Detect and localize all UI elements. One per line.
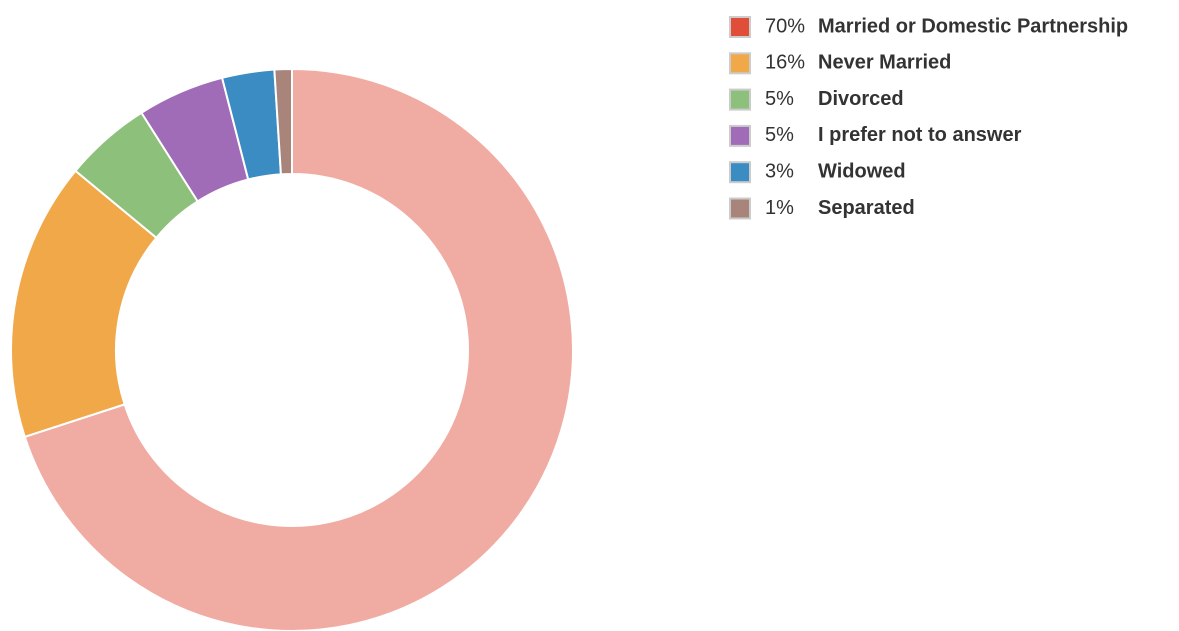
legend-value[interactable]: 3%	[765, 160, 794, 182]
legend-value[interactable]: 16%	[765, 52, 805, 74]
legend-swatch[interactable]	[729, 124, 751, 147]
legend-label[interactable]: I prefer not to answer	[818, 124, 1022, 146]
legend-label[interactable]: Divorced	[818, 88, 904, 110]
legend-swatch[interactable]	[729, 161, 751, 184]
legend-value[interactable]: 1%	[765, 197, 794, 219]
legend-value[interactable]: 70%	[765, 15, 805, 37]
legend-label[interactable]: Separated	[818, 197, 915, 219]
legend-label[interactable]: Never Married	[818, 52, 951, 74]
slice	[23, 67, 574, 631]
legend-value[interactable]: 5%	[765, 124, 794, 146]
legend-label[interactable]: Widowed	[818, 160, 906, 182]
slice	[273, 67, 293, 176]
legend-swatch[interactable]	[729, 88, 751, 111]
legend-value[interactable]: 5%	[765, 88, 794, 110]
legend-swatch[interactable]	[729, 52, 751, 75]
legend-swatch[interactable]	[729, 16, 751, 38]
legend-swatch[interactable]	[729, 197, 751, 220]
legend-label[interactable]: Married or Domestic Partnership	[818, 15, 1128, 37]
